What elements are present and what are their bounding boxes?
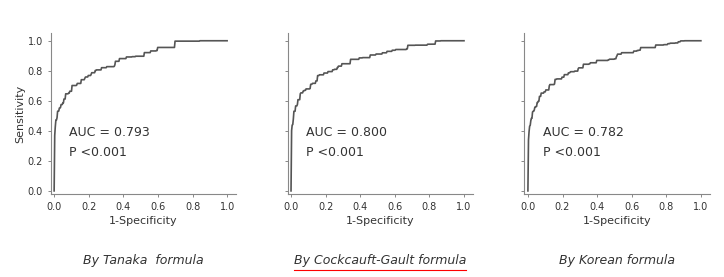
Text: P <0.001: P <0.001 [306,146,364,159]
X-axis label: 1-Specificity: 1-Specificity [583,216,652,226]
Text: By Tanaka  formula: By Tanaka formula [83,254,203,267]
Text: AUC = 0.782: AUC = 0.782 [543,126,624,139]
Text: AUC = 0.800: AUC = 0.800 [306,126,387,139]
Text: AUC = 0.793: AUC = 0.793 [70,126,150,139]
Text: By Korean formula: By Korean formula [559,254,675,267]
Text: By Cockcauft-Gault formula: By Cockcauft-Gault formula [294,254,466,267]
X-axis label: 1-Specificity: 1-Specificity [109,216,177,226]
X-axis label: 1-Specificity: 1-Specificity [346,216,414,226]
Text: P <0.001: P <0.001 [543,146,601,159]
Text: P <0.001: P <0.001 [70,146,127,159]
Y-axis label: Sensitivity: Sensitivity [15,84,25,143]
